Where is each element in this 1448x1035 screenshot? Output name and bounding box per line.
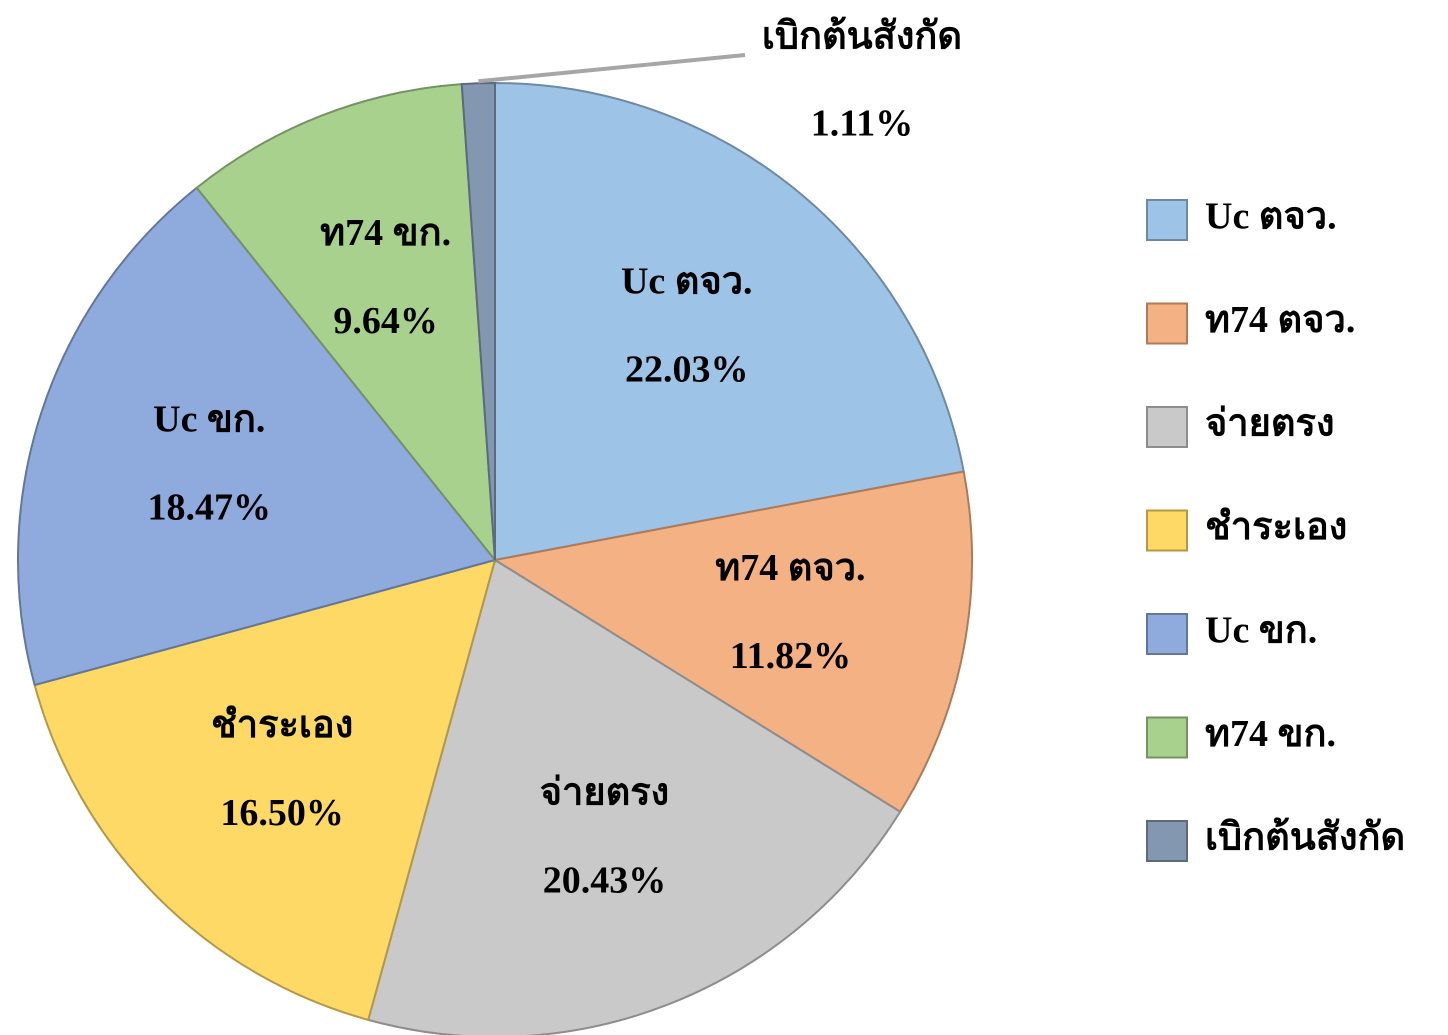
leader-line	[478, 53, 746, 84]
data-label-name: Uc ขก.	[153, 399, 265, 441]
pie-slice	[195, 83, 497, 564]
data-label-name: เบิกต้นสังกัด	[762, 16, 962, 58]
pie-slice	[33, 558, 497, 1022]
data-label: 18.47%	[148, 487, 272, 529]
legend-swatch	[1146, 716, 1188, 759]
legend-label: เบิกต้นสังกัด	[1205, 817, 1405, 859]
data-label: 11.82%	[730, 635, 851, 677]
pie-slice	[460, 81, 496, 561]
pie-slice	[492, 470, 973, 814]
legend-swatch	[1146, 509, 1188, 552]
legend-swatch	[1146, 613, 1188, 655]
pie-slice	[367, 558, 902, 1035]
data-label: 9.64%	[333, 300, 438, 342]
data-label: 20.43%	[543, 860, 667, 902]
legend-label: ท74 ตจว.	[1205, 299, 1355, 341]
pie-slice	[17, 186, 497, 687]
legend-label: Uc ตจว.	[1205, 196, 1337, 238]
legend-swatch	[1146, 406, 1188, 448]
legend-label: Uc ขก.	[1205, 610, 1317, 652]
legend-swatch	[1146, 302, 1188, 345]
data-label-name: ชำระเอง	[211, 704, 353, 746]
data-label: 16.50%	[220, 792, 344, 834]
data-label-name: ท74 ตจว.	[715, 547, 865, 589]
legend-label: จ่ายตรง	[1205, 403, 1335, 445]
legend-label: ท74 ขก.	[1205, 713, 1336, 755]
data-label-name: จ่ายตรง	[540, 772, 670, 814]
legend-label: ชำระเอง	[1205, 506, 1347, 548]
data-label-name: ท74 ขก.	[320, 212, 451, 254]
data-label-name: Uc ตจว.	[621, 260, 753, 302]
data-label: 1.11%	[811, 103, 913, 145]
legend-swatch	[1146, 820, 1188, 862]
data-label: 22.03%	[625, 348, 749, 390]
pie-slice	[494, 81, 965, 562]
legend-swatch	[1146, 199, 1188, 241]
